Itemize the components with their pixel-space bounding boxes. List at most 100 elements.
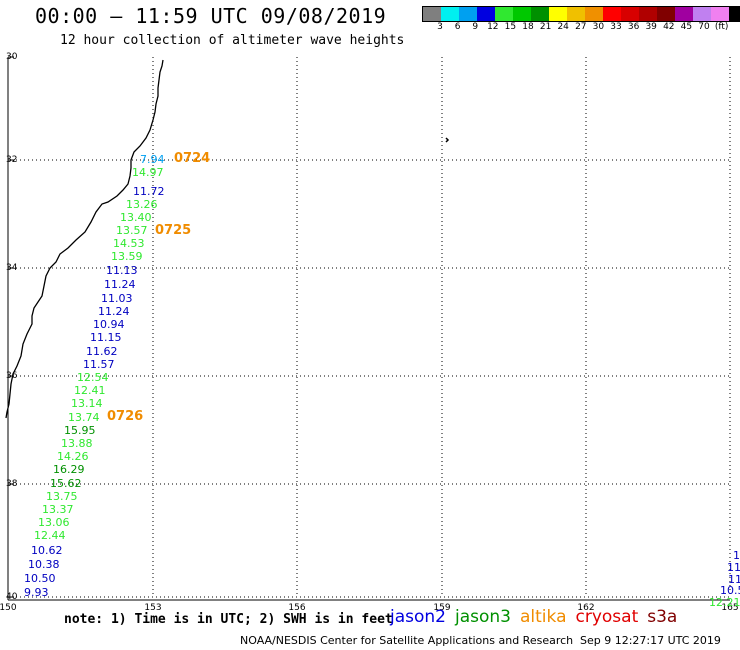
latitude-label: 36 (6, 371, 18, 381)
scale-label: 3 (437, 22, 443, 32)
latitude-label: 38 (6, 479, 18, 489)
longitude-label: 156 (288, 603, 306, 613)
wave-height-label: 13.74 (68, 411, 100, 424)
wave-height-label: 12.41 (74, 384, 106, 397)
scale-swatch (657, 7, 675, 21)
wave-height-label: 12.21 (709, 596, 740, 609)
scale-swatch (603, 7, 621, 21)
pass-time-label: 0725 (155, 223, 192, 238)
scale-swatch (567, 7, 585, 21)
wave-height-label: 11.13 (106, 264, 138, 277)
wave-height-label: 11.57 (83, 358, 115, 371)
wave-height-label: 13.59 (111, 250, 143, 263)
scale-swatch (585, 7, 603, 21)
wave-height-label: 9.93 (24, 586, 49, 599)
scale-label: 33 (610, 22, 622, 32)
graticule (8, 57, 731, 598)
satellite-legend: jason2 jason3 altika cryosat s3a (390, 607, 686, 627)
latitude-label: 30 (6, 52, 18, 62)
wave-height-label: 13.88 (61, 437, 93, 450)
wave-height-label: 12.54 (77, 371, 109, 384)
scale-label: 39 (645, 22, 657, 32)
map-subtitle: 12 hour collection of altimeter wave hei… (60, 33, 405, 48)
wave-height-label: 10.62 (31, 544, 63, 557)
scale-label: 12 (487, 22, 499, 32)
wave-height-label: 13.37 (42, 503, 74, 516)
scale-label: 15 (504, 22, 517, 32)
scale-swatch (693, 7, 711, 21)
wave-height-label: 13.26 (126, 198, 158, 211)
island-mark (445, 137, 450, 143)
wave-height-label: 11.03 (101, 292, 133, 305)
longitude-label: 153 (144, 603, 162, 613)
wave-height-label: 11.62 (86, 345, 118, 358)
scale-label: 9 (472, 22, 479, 32)
scale-swatch (549, 7, 567, 21)
scale-swatch (459, 7, 477, 21)
scale-label: 6 (454, 22, 461, 32)
longitude-label: 165 (721, 603, 739, 613)
scale-label: 21 (539, 22, 552, 32)
scale-swatch (729, 7, 740, 21)
scale-swatch (711, 7, 729, 21)
wave-height-label: 11.24 (98, 305, 130, 318)
latitude-label: 40 (6, 592, 18, 602)
scale-swatch (621, 7, 639, 21)
wave-height-label: 11 (727, 561, 740, 574)
scale-label: 30 (592, 22, 605, 32)
scale-swatch (675, 7, 693, 21)
pass-time-label: 0726 (107, 409, 144, 424)
wave-height-label: 10.38 (28, 558, 60, 571)
scale-label: 18 (522, 22, 534, 32)
legend-jason3: jason3 (455, 607, 511, 627)
wave-height-label: 13.06 (38, 516, 70, 529)
wave-height-label: 7.94 (140, 153, 165, 166)
longitude-label: 162 (577, 603, 595, 613)
scale-swatch (495, 7, 513, 21)
wave-height-label: 13.14 (71, 397, 103, 410)
wave-height-label: 12.44 (34, 529, 66, 542)
longitude-label: 159 (433, 603, 451, 613)
wave-height-label: 10.50 (24, 572, 56, 585)
scale-label: 24 (557, 22, 569, 32)
scale-swatch (513, 7, 531, 21)
coastline (5, 59, 164, 419)
scale-swatch (441, 7, 459, 21)
scale-label: 42 (663, 22, 675, 32)
wave-height-label: 10.94 (93, 318, 125, 331)
wave-height-label: 13.75 (46, 490, 78, 503)
map-title: 00:00 – 11:59 UTC 09/08/2019 (35, 4, 387, 28)
legend-jason2: jason2 (390, 607, 446, 627)
wave-height-label: 11.72 (133, 185, 165, 198)
wave-height-label: 13.40 (120, 211, 152, 224)
scale-label: 27 (575, 22, 587, 32)
wave-height-label: 15.62 (50, 477, 82, 490)
footer-note: note: 1) Time is in UTC; 2) SWH is in fe… (64, 612, 393, 627)
color-scale-bar (422, 6, 740, 22)
wave-height-label: 10.59 (720, 584, 740, 597)
scale-swatch (477, 7, 495, 21)
wave-height-label: 1 (733, 549, 740, 562)
wave-height-label: 13.57 (116, 224, 148, 237)
wave-height-label: 11.4 (728, 573, 740, 586)
wave-height-label: 11.15 (90, 331, 122, 344)
wave-height-label: 15.95 (64, 424, 96, 437)
credit-line: NOAA/NESDIS Center for Satellite Applica… (240, 634, 574, 647)
map-frame (7, 56, 730, 601)
wave-height-label: 14.97 (132, 166, 164, 179)
pass-time-label: 0724 (174, 151, 211, 166)
wave-height-label: 11.24 (104, 278, 136, 291)
scale-label: 36 (627, 22, 640, 32)
legend-s3a: s3a (647, 607, 678, 627)
latitude-label: 32 (6, 155, 18, 165)
wave-height-label: 14.26 (57, 450, 89, 463)
wave-height-label: 16.29 (53, 463, 85, 476)
longitude-label: 150 (0, 603, 17, 613)
scale-swatch (423, 7, 441, 21)
scale-swatch (639, 7, 657, 21)
generation-timestamp: Sep 9 12:27:17 UTC 2019 (580, 634, 721, 647)
latitude-label: 34 (6, 263, 18, 273)
scale-label: 45 (680, 22, 693, 32)
scale-label: 70 (698, 22, 710, 32)
